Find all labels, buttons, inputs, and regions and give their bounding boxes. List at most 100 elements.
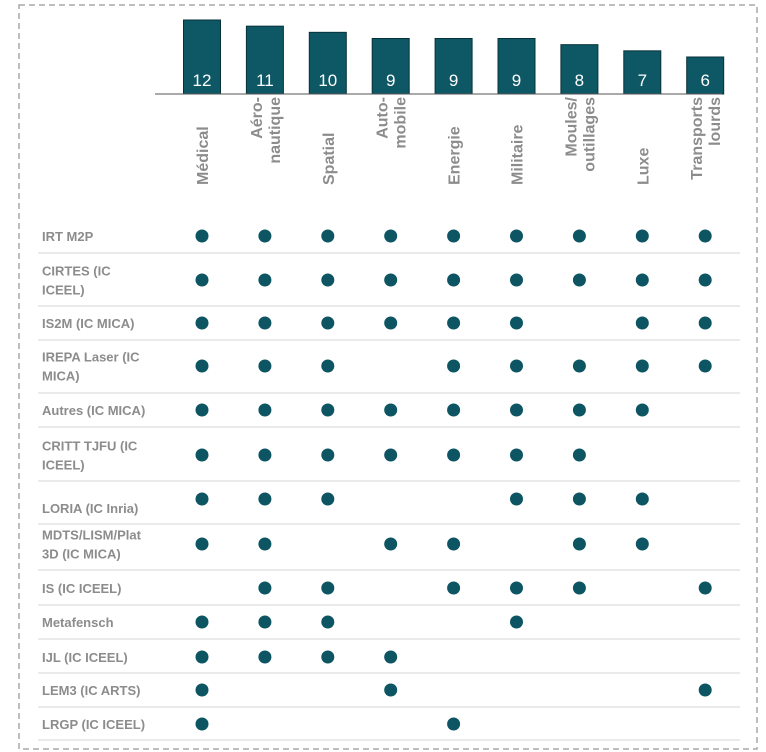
row-label: LRGP (IC ICEEL) [42, 717, 145, 732]
row-label: MDTS/LISM/Plat [42, 528, 142, 543]
dot [258, 581, 272, 595]
dot [698, 229, 712, 243]
dot [258, 316, 272, 330]
category-label: Militaire [510, 124, 527, 185]
row-label: Metafensch [42, 615, 114, 630]
dot [321, 359, 335, 373]
dot [195, 615, 209, 629]
row-label: ICEEL) [42, 458, 85, 473]
bar [497, 38, 536, 95]
row-label: CRITT TJFU (IC [42, 439, 138, 454]
background-swirl [0, 70, 120, 590]
dot [635, 403, 649, 417]
dot [321, 273, 335, 287]
dot [258, 492, 272, 506]
dot [572, 537, 586, 551]
category-label: nautique [267, 97, 284, 164]
value-label: 9 [449, 71, 458, 90]
value-label: 6 [700, 71, 709, 90]
bar [434, 38, 473, 95]
dot [447, 537, 461, 551]
value-label: 10 [318, 71, 337, 90]
dot [321, 581, 335, 595]
dot [510, 615, 523, 629]
dot [510, 273, 523, 287]
row-label: IS (IC ICEEL) [42, 581, 121, 596]
dot [384, 403, 398, 417]
row-label: 3D (IC MICA) [42, 547, 121, 562]
dot [510, 229, 523, 243]
bar [623, 50, 662, 95]
row-label: CIRTES (IC [42, 264, 111, 279]
dot [258, 537, 272, 551]
dot [510, 403, 523, 417]
dot [635, 273, 649, 287]
bar [371, 38, 410, 95]
row-label: Autres (IC MICA) [42, 403, 145, 418]
dot [384, 683, 398, 697]
category-label: outillages [581, 97, 598, 172]
category-label: Médical [195, 126, 212, 185]
dot [572, 581, 586, 595]
bar [308, 31, 347, 95]
row-label: LEM3 (IC ARTS) [42, 683, 140, 698]
dot [572, 403, 586, 417]
dot [572, 229, 586, 243]
row-label: IRT M2P [42, 229, 94, 244]
dot [195, 448, 209, 462]
category-label: Auto- [375, 97, 392, 139]
dot [384, 537, 398, 551]
row-label: MICA) [42, 369, 80, 384]
dot [258, 615, 272, 629]
dot [635, 492, 649, 506]
dot [447, 448, 461, 462]
dot [258, 359, 272, 373]
dot [258, 650, 272, 664]
dot [195, 683, 209, 697]
dot [510, 492, 523, 506]
dot [258, 273, 272, 287]
dot [447, 359, 461, 373]
category-label: Moules/ [563, 96, 580, 156]
value-label: 9 [386, 71, 395, 90]
dot [698, 581, 712, 595]
row-label: ICEEL) [42, 283, 85, 298]
dot [195, 273, 209, 287]
dot [510, 581, 523, 595]
dot [195, 492, 209, 506]
dot [321, 448, 335, 462]
dot [195, 316, 209, 330]
dot [447, 581, 461, 595]
row-label: IS2M (IC MICA) [42, 316, 134, 331]
dot [384, 650, 398, 664]
dot [572, 273, 586, 287]
value-label: 11 [256, 71, 274, 90]
category-label: lourds [707, 97, 724, 146]
dot [384, 448, 398, 462]
value-label: 9 [512, 71, 521, 90]
dot [447, 229, 461, 243]
row-label: IREPA Laser (IC [42, 350, 140, 365]
dot [635, 359, 649, 373]
bar [560, 44, 599, 95]
dot [447, 403, 461, 417]
dot [698, 273, 712, 287]
dot [195, 650, 209, 664]
value-label: 8 [575, 71, 584, 90]
dot [321, 615, 335, 629]
dot [195, 537, 209, 551]
bar [686, 56, 725, 95]
dot [635, 316, 649, 330]
dot [510, 316, 523, 330]
value-label: 7 [638, 71, 647, 90]
dot [321, 403, 335, 417]
dot [195, 359, 209, 373]
category-label: Transports [689, 97, 706, 180]
dot [384, 229, 398, 243]
category-label: Spatial [321, 133, 338, 185]
dot [258, 229, 272, 243]
dot [195, 229, 209, 243]
value-label: 12 [193, 71, 212, 90]
dot [572, 359, 586, 373]
